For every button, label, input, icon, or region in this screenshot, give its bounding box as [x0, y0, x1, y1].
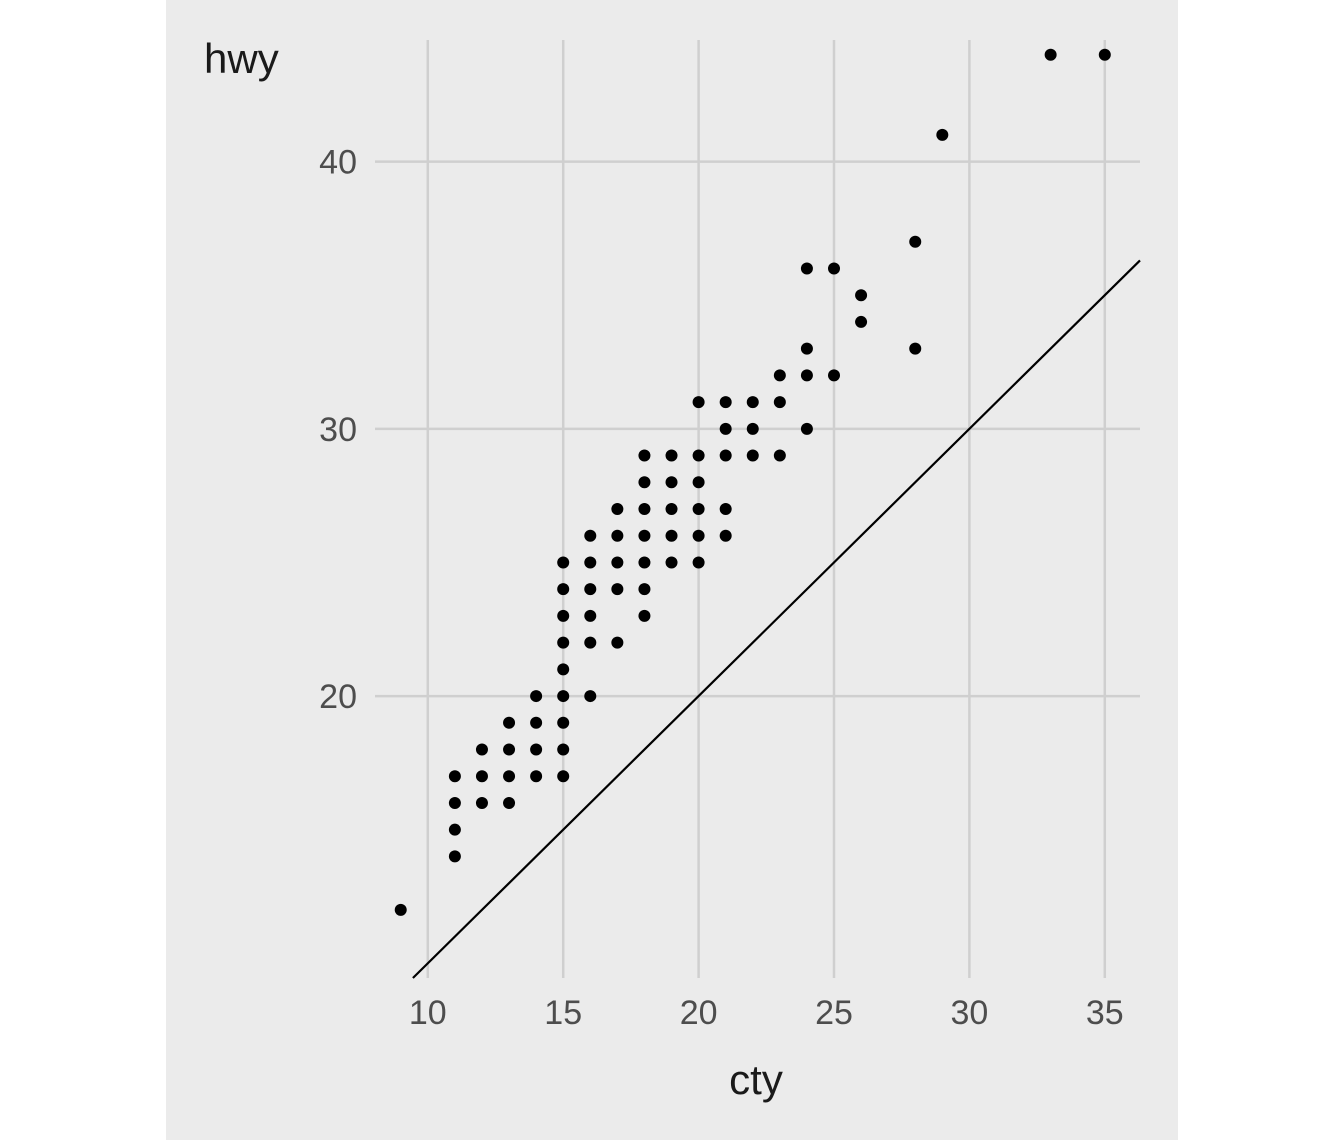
x-tick-labels: 10 15 20 25 30 35	[409, 994, 1124, 1032]
data-point	[394, 903, 407, 916]
data-point	[611, 636, 624, 649]
data-point	[638, 529, 651, 542]
data-point	[638, 476, 651, 489]
data-point	[557, 743, 570, 756]
data-points	[394, 48, 1111, 916]
data-point	[557, 556, 570, 569]
data-point	[584, 583, 597, 596]
data-point	[557, 770, 570, 783]
data-point	[719, 422, 732, 435]
data-point	[665, 476, 678, 489]
y-tick-label: 20	[319, 678, 357, 716]
data-point	[557, 716, 570, 729]
data-point	[530, 743, 543, 756]
data-point	[800, 342, 813, 355]
data-point	[611, 529, 624, 542]
data-point	[638, 503, 651, 515]
data-point	[1098, 48, 1111, 61]
data-point	[503, 770, 516, 783]
data-point	[773, 449, 786, 462]
data-point	[800, 422, 813, 435]
y-tick-label: 30	[319, 411, 357, 449]
data-point	[611, 583, 624, 596]
data-point	[448, 850, 461, 863]
data-point	[692, 396, 705, 409]
data-point	[719, 503, 732, 515]
data-point	[828, 369, 840, 382]
data-point	[692, 476, 705, 489]
data-point	[638, 556, 651, 569]
y-tick-labels: 20 30 40	[319, 144, 357, 716]
data-point	[448, 796, 461, 809]
data-point	[530, 770, 543, 783]
data-point	[665, 449, 678, 462]
data-point	[773, 369, 786, 382]
data-point	[557, 690, 570, 703]
data-point	[746, 396, 759, 409]
data-point	[909, 235, 922, 248]
x-axis-title: cty	[729, 1056, 783, 1103]
x-tick-label: 15	[544, 994, 582, 1032]
data-point	[1044, 48, 1057, 61]
data-point	[719, 449, 732, 462]
data-point	[475, 743, 488, 756]
data-point	[665, 556, 678, 569]
x-tick-label: 25	[815, 994, 853, 1032]
x-tick-label: 10	[409, 994, 447, 1032]
data-point	[584, 609, 597, 622]
data-point	[530, 716, 543, 729]
data-point	[475, 796, 488, 809]
x-tick-label: 30	[950, 994, 988, 1032]
data-point	[638, 449, 651, 462]
data-point	[530, 690, 543, 703]
data-point	[719, 529, 732, 542]
data-point	[692, 529, 705, 542]
data-point	[611, 556, 624, 569]
data-point	[909, 342, 922, 355]
data-point	[557, 583, 570, 596]
data-point	[855, 289, 868, 302]
gridlines	[375, 40, 1140, 978]
data-point	[557, 609, 570, 622]
data-point	[557, 663, 570, 676]
data-point	[503, 743, 516, 756]
data-point	[475, 770, 488, 783]
data-point	[638, 583, 651, 596]
data-point	[503, 716, 516, 729]
data-point	[773, 396, 786, 409]
data-point	[665, 529, 678, 542]
x-tick-label: 35	[1086, 994, 1124, 1032]
data-point	[719, 396, 732, 409]
data-point	[557, 636, 570, 649]
reference-line	[412, 259, 1141, 979]
data-point	[800, 369, 813, 382]
data-point	[584, 529, 597, 542]
data-point	[665, 503, 678, 515]
data-point	[611, 503, 624, 515]
data-point	[692, 449, 705, 462]
data-point	[746, 422, 759, 435]
data-point	[746, 449, 759, 462]
data-point	[448, 770, 461, 783]
data-point	[692, 503, 705, 515]
y-axis-title: hwy	[204, 35, 279, 82]
data-point	[936, 128, 949, 141]
data-point	[800, 262, 813, 275]
y-tick-label: 40	[319, 144, 357, 182]
x-tick-label: 20	[680, 994, 718, 1032]
data-point	[828, 262, 840, 275]
data-point	[638, 609, 651, 622]
data-point	[448, 823, 461, 836]
data-point	[692, 556, 705, 569]
data-point	[584, 556, 597, 569]
chart-background	[166, 0, 1178, 1140]
data-point	[584, 690, 597, 703]
data-point	[584, 636, 597, 649]
data-point	[855, 315, 868, 328]
data-point	[503, 796, 516, 809]
reference-line-group	[412, 259, 1141, 979]
